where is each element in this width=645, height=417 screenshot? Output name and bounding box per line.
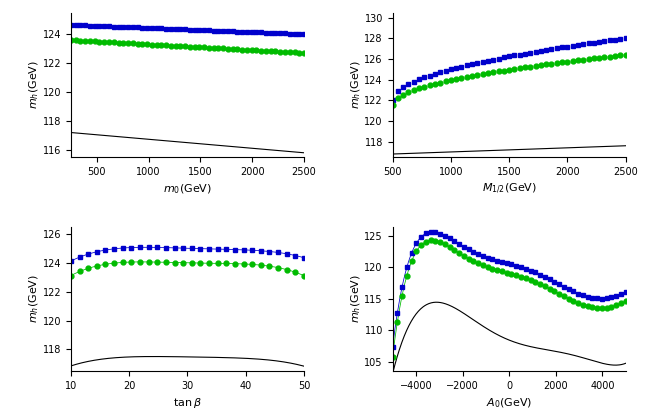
X-axis label: $A_0$(GeV): $A_0$(GeV) — [486, 397, 532, 410]
Y-axis label: $m_h$(GeV): $m_h$(GeV) — [28, 274, 41, 323]
Y-axis label: $m_h$(GeV): $m_h$(GeV) — [349, 60, 363, 109]
X-axis label: $\tan\beta$: $\tan\beta$ — [173, 397, 202, 410]
Y-axis label: $m_h$(GeV): $m_h$(GeV) — [28, 60, 41, 109]
X-axis label: $m_0$(GeV): $m_0$(GeV) — [163, 182, 212, 196]
Y-axis label: $m_h$(GeV): $m_h$(GeV) — [349, 274, 363, 323]
X-axis label: $M_{1/2}$(GeV): $M_{1/2}$(GeV) — [482, 182, 537, 196]
